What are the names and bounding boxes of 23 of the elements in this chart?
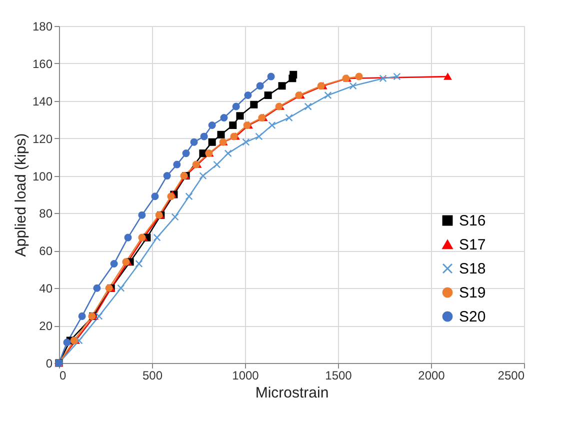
legend-label: S19 — [459, 284, 486, 302]
y-tick-label: 60 — [39, 244, 53, 258]
y-tick-label: 100 — [32, 169, 53, 184]
y-tick-label: 0 — [46, 356, 53, 370]
x-tick-label: 0 — [60, 368, 66, 382]
x-tick-label: 1000 — [232, 368, 260, 382]
legend-label: S20 — [459, 308, 486, 326]
y-tick-label: 20 — [39, 319, 53, 334]
y-tick-label: 140 — [32, 94, 53, 108]
x-axis-title: Microstrain — [255, 384, 329, 402]
y-tick-label: 80 — [39, 206, 53, 221]
y-tick-label: 120 — [32, 132, 53, 146]
legend-label: S17 — [459, 236, 486, 254]
y-tick-label: 180 — [32, 20, 53, 34]
x-tick-label: 2000 — [418, 368, 446, 382]
x-tick-label: 2500 — [498, 368, 525, 382]
x-tick-label: 500 — [142, 368, 163, 382]
y-axis-title: Applied load (kips) — [12, 133, 30, 257]
y-tick-label: 40 — [39, 282, 53, 296]
x-tick-label: 1500 — [325, 368, 352, 382]
legend-label: S18 — [459, 260, 486, 278]
legend-label: S16 — [459, 212, 486, 230]
y-tick-label: 160 — [32, 56, 53, 71]
